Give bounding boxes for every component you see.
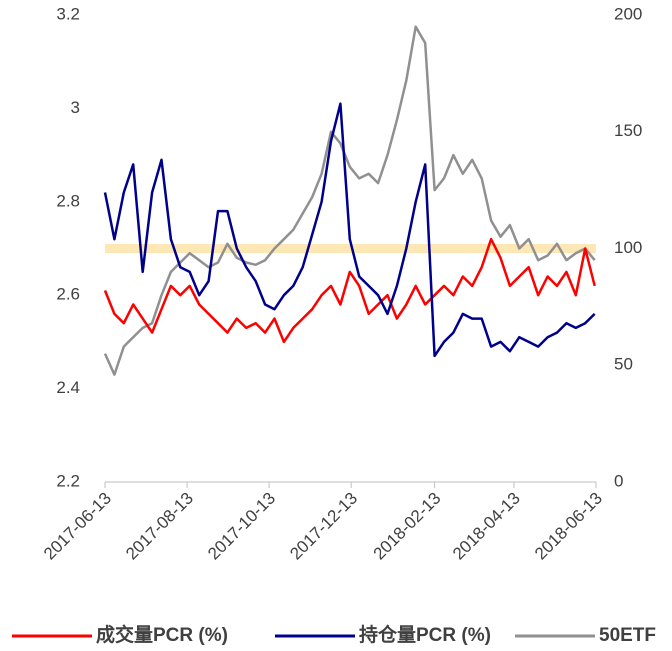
x-tick-label: 2017-08-13	[122, 489, 197, 564]
legend-label: 成交量PCR (%)	[96, 623, 228, 646]
y2-tick-label: 0	[614, 471, 623, 490]
x-tick-label: 2018-04-13	[449, 489, 524, 564]
x-tick-label: 2017-12-13	[286, 489, 361, 564]
y2-tick-label: 200	[614, 4, 642, 23]
legend-label: 持仓量PCR (%)	[359, 623, 491, 646]
x-tick-label: 2018-06-13	[531, 489, 606, 564]
y2-tick-label: 150	[614, 121, 642, 140]
y-tick-label: 2.6	[56, 285, 80, 304]
x-tick-label: 2017-10-13	[204, 489, 279, 564]
x-tick-label: 2017-06-13	[40, 489, 115, 564]
series-line	[103, 25, 596, 376]
x-tick-label: 2018-02-13	[370, 489, 445, 564]
y-tick-label: 3	[71, 98, 80, 117]
series-line	[103, 102, 596, 358]
y-tick-label: 3.2	[56, 4, 80, 23]
y-tick-label: 2.4	[56, 378, 80, 397]
y-tick-label: 2.8	[56, 191, 80, 210]
y2-tick-label: 50	[614, 355, 633, 374]
y-tick-label: 2.2	[56, 471, 80, 490]
y2-tick-label: 100	[614, 238, 642, 257]
legend-label: 50ETF	[599, 625, 656, 646]
series-line	[103, 237, 596, 344]
